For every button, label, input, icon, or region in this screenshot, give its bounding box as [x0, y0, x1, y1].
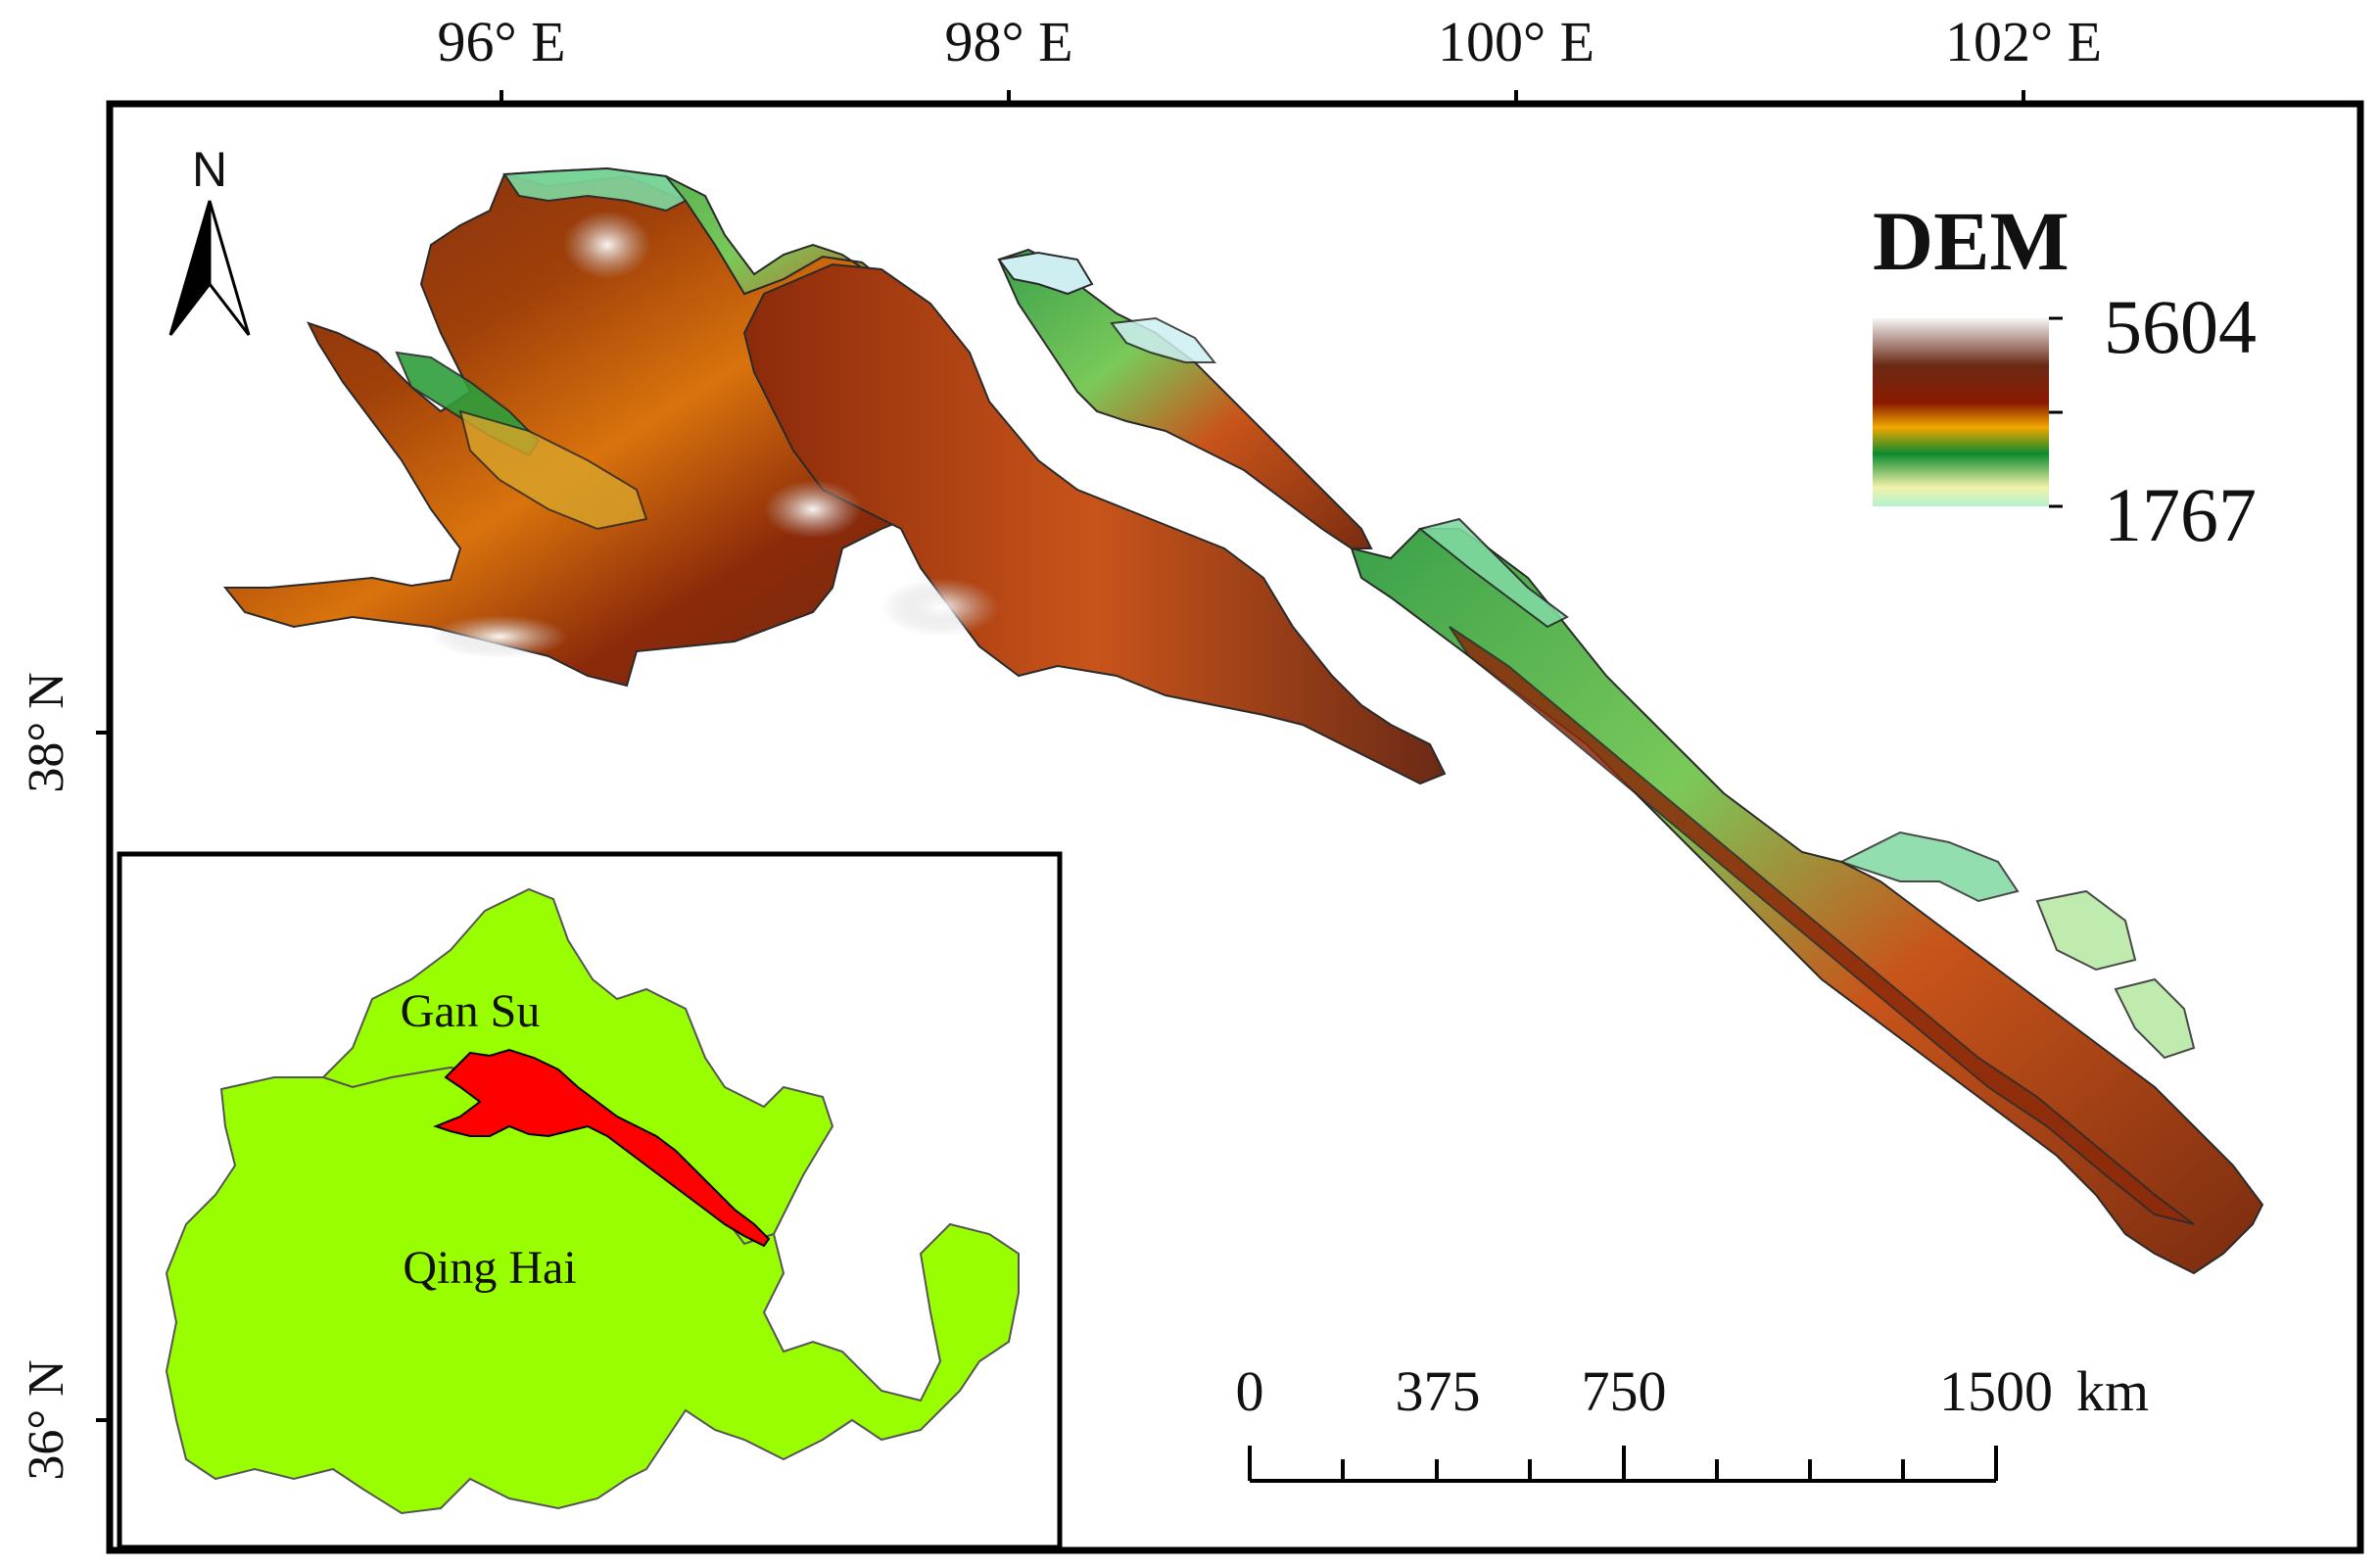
- terrain-se-lowland: [2114, 977, 2196, 1060]
- legend-title: DEM: [1873, 194, 2070, 288]
- snow-patch: [881, 578, 999, 637]
- lon-label-102: 102° E: [1945, 10, 2102, 73]
- inset-study-area: [433, 1048, 771, 1248]
- terrain-se-lowland: [1417, 517, 1569, 629]
- terrain-ne-shore: [1110, 316, 1217, 363]
- terrain-ne-lake: [997, 251, 1094, 296]
- scale-label-375: 375: [1396, 1359, 1481, 1423]
- lon-label-98: 98° E: [944, 10, 1072, 73]
- scale-label-0: 0: [1236, 1359, 1264, 1423]
- snow-patch: [764, 480, 862, 539]
- snow-patch: [563, 211, 651, 279]
- longitude-labels: 96° E 98° E 100° E 102° E: [437, 10, 2102, 73]
- frame-ticks: [96, 90, 2025, 1422]
- inset-map: Gan Su Qing Hai: [117, 851, 1063, 1550]
- terrain-se-lowland: [1838, 831, 2020, 903]
- dem-legend: DEM 5604 1767: [1873, 194, 2257, 557]
- lon-label-100: 100° E: [1438, 10, 1594, 73]
- lon-label-96: 96° E: [437, 10, 565, 73]
- scale-label-1500: 1500: [1939, 1359, 2053, 1423]
- terrain-west-basin: [458, 409, 648, 531]
- north-letter: N: [192, 142, 227, 197]
- terrain-north-lowland: [502, 166, 688, 213]
- terrain-se-lowland: [2035, 889, 2137, 972]
- legend-max: 5604: [2104, 284, 2257, 369]
- lat-label-36: 36° N: [19, 1359, 74, 1480]
- dem-terrain: [222, 166, 2264, 1275]
- inset-label-gansu: Gan Su: [401, 985, 541, 1037]
- latitude-labels: 38° N 36° N: [19, 672, 74, 1480]
- legend-ramp: [1873, 318, 2049, 506]
- legend-min: 1767: [2104, 472, 2257, 557]
- north-arrow-icon: N: [168, 142, 251, 336]
- terrain-central-block: [742, 262, 1447, 785]
- terrain-se-ridge: [1449, 626, 2195, 1225]
- terrain-ne-finger: [997, 248, 1373, 549]
- snow-patch: [431, 615, 568, 658]
- north-arrow-right-half: [208, 200, 251, 336]
- inset-label-qinghai: Qing Hai: [403, 1242, 576, 1294]
- lat-label-38: 38° N: [19, 672, 74, 792]
- scale-label-750: 750: [1582, 1359, 1667, 1423]
- scale-bar: 0 375 750 1500 km: [1236, 1359, 2149, 1483]
- scale-unit: km: [2076, 1359, 2149, 1423]
